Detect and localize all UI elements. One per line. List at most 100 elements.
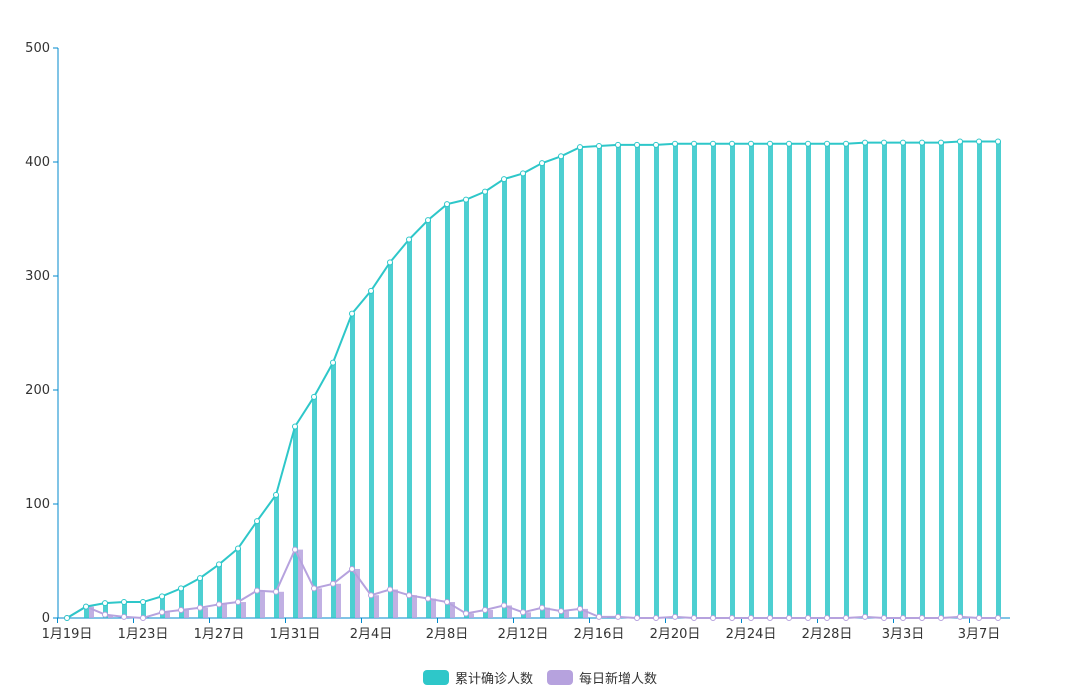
bar-daily xyxy=(298,549,303,618)
y-tick-label: 400 xyxy=(25,155,50,170)
point-cumulative xyxy=(995,138,1001,145)
x-tick-label: 1月23日 xyxy=(118,627,169,642)
bar-cumulative xyxy=(179,588,184,618)
x-tick-label: 2月12日 xyxy=(498,627,549,642)
point-daily xyxy=(216,601,222,608)
x-tick-label: 3月7日 xyxy=(958,627,1001,642)
y-tick-label: 500 xyxy=(25,41,50,56)
point-cumulative xyxy=(444,201,450,208)
bar-cumulative xyxy=(521,173,526,618)
point-daily xyxy=(957,613,963,620)
bar-cumulative xyxy=(483,191,488,618)
bar-daily xyxy=(241,602,246,618)
bar-daily xyxy=(89,606,94,618)
bar-daily xyxy=(393,589,398,618)
point-cumulative xyxy=(482,188,488,195)
bar-daily xyxy=(564,611,569,618)
bar-cumulative xyxy=(388,262,393,618)
bar-cumulative xyxy=(977,141,982,619)
point-cumulative xyxy=(463,196,469,203)
bar-cumulative xyxy=(426,220,431,618)
point-cumulative xyxy=(197,575,203,582)
bar-daily xyxy=(355,568,360,618)
x-tick-label: 2月24日 xyxy=(726,627,777,642)
point-cumulative xyxy=(520,170,526,177)
point-daily xyxy=(900,615,906,621)
point-daily xyxy=(197,604,203,611)
point-daily xyxy=(615,613,621,620)
bar-cumulative xyxy=(749,143,754,618)
bar-cumulative xyxy=(103,603,108,618)
legend-label: 累计确诊人数 xyxy=(454,672,533,687)
legend: 累计确诊人数 每日新增人数 xyxy=(0,668,1080,687)
point-daily xyxy=(178,607,184,614)
bar-cumulative xyxy=(958,141,963,619)
point-daily xyxy=(729,615,735,621)
x-tick-label: 3月3日 xyxy=(882,627,925,642)
point-daily xyxy=(349,565,355,572)
point-daily xyxy=(767,615,773,621)
x-tick-label: 1月31日 xyxy=(270,627,321,642)
point-cumulative xyxy=(577,144,583,151)
legend-item-daily[interactable]: 每日新增人数 xyxy=(547,668,657,687)
point-cumulative xyxy=(881,139,887,146)
bar-cumulative xyxy=(863,142,868,618)
point-cumulative xyxy=(178,585,184,592)
point-cumulative xyxy=(425,217,431,224)
point-cumulative xyxy=(216,561,222,568)
point-daily xyxy=(330,580,336,587)
bar-cumulative xyxy=(217,564,222,618)
point-daily xyxy=(824,615,830,621)
chart-canvas: 0 100 200 300 400 500 1月19日 1月23日 1月27日 1月31日 2月4日… xyxy=(25,41,1010,642)
point-cumulative xyxy=(406,236,412,243)
point-daily xyxy=(710,615,716,621)
point-daily xyxy=(539,604,545,611)
bar-cumulative xyxy=(407,239,412,618)
bar-cumulative xyxy=(84,606,89,618)
point-cumulative xyxy=(539,160,545,167)
bar-cumulative xyxy=(673,143,678,618)
bar-cumulative xyxy=(806,143,811,618)
legend-item-cumulative[interactable]: 累计确诊人数 xyxy=(422,668,533,687)
point-daily xyxy=(805,615,811,621)
y-tick-label: 200 xyxy=(25,383,50,398)
point-cumulative xyxy=(102,600,108,607)
bar-cumulative xyxy=(635,144,640,618)
point-daily xyxy=(653,615,659,621)
point-daily xyxy=(368,592,374,599)
point-cumulative xyxy=(900,139,906,146)
bar-daily xyxy=(184,610,189,618)
y-tick-label: 300 xyxy=(25,269,50,284)
bar-cumulative xyxy=(597,146,602,619)
x-tick-label: 2月8日 xyxy=(426,627,469,642)
bar-daily xyxy=(469,613,474,618)
bar-daily xyxy=(165,612,170,618)
bar-cumulative xyxy=(141,602,146,618)
point-cumulative xyxy=(786,140,792,147)
point-cumulative xyxy=(273,491,279,498)
bar-daily xyxy=(526,612,531,618)
point-daily xyxy=(919,615,925,621)
point-cumulative xyxy=(824,140,830,147)
point-cumulative xyxy=(83,603,89,610)
bar-cumulative xyxy=(768,143,773,618)
point-daily xyxy=(159,609,165,616)
bar-daily xyxy=(317,588,322,618)
x-tick-label: 2月16日 xyxy=(574,627,625,642)
x-tick-label: 1月19日 xyxy=(42,627,93,642)
bar-daily xyxy=(507,605,512,618)
line-cumulative xyxy=(66,140,998,619)
line-daily xyxy=(66,547,998,620)
y-tick-label: 100 xyxy=(25,497,50,512)
point-cumulative xyxy=(862,139,868,146)
bar-daily xyxy=(412,595,417,618)
point-cumulative xyxy=(121,599,127,606)
bar-cumulative xyxy=(540,163,545,618)
point-daily xyxy=(881,615,887,621)
bar-cumulative xyxy=(844,143,849,618)
point-daily xyxy=(786,615,792,621)
point-cumulative xyxy=(501,176,507,183)
bar-cumulative xyxy=(559,156,564,619)
bar-cumulative xyxy=(369,290,374,618)
bar-cumulative xyxy=(711,143,716,618)
